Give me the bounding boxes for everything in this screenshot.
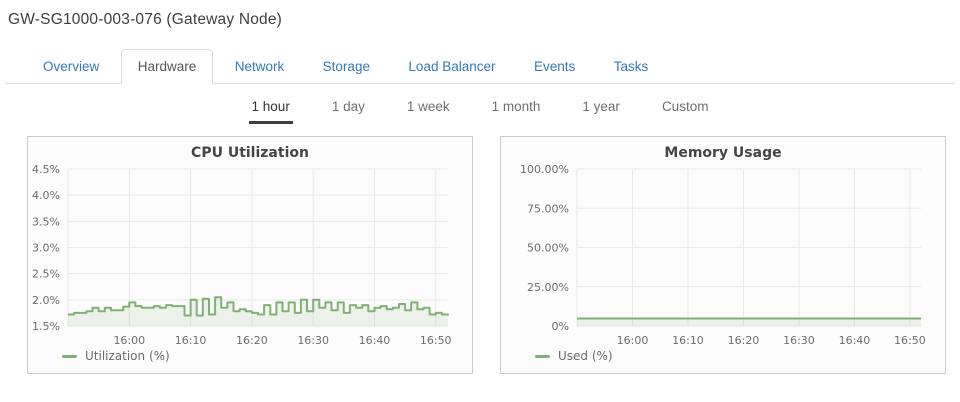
range-1-week[interactable]: 1 week [406,99,450,114]
svg-text:0%: 0% [552,320,569,333]
svg-text:50.00%: 50.00% [527,242,569,255]
svg-text:2.5%: 2.5% [32,268,60,281]
utilization-legend-label: Utilization (%) [85,349,170,363]
page-title: GW-SG1000-003-076 (Gateway Node) [8,11,283,28]
svg-text:16:40: 16:40 [359,334,391,347]
svg-text:16:00: 16:00 [113,334,145,347]
charts-row: CPU Utilization 4.5% 4.0% 3.5% 3.0% 2.5% 2.0%… [27,136,960,374]
svg-text:16:30: 16:30 [297,334,329,347]
tab-hardware[interactable]: Hardware [120,49,214,84]
tab-overview[interactable]: Overview [43,59,100,74]
cpu-utilization-chart: 4.5% 4.0% 3.5% 3.0% 2.5% 2.0% 1.5% 16:00 16:10 16… [32,163,452,347]
tab-storage[interactable]: Storage [322,59,370,74]
tab-network[interactable]: Network [234,59,285,74]
tab-load-balancer[interactable]: Load Balancer [408,59,496,74]
range-custom[interactable]: Custom [661,99,709,114]
svg-text:16:10: 16:10 [672,334,704,347]
memory-chart-legend: Used (%) [501,349,945,363]
memory-chart-title: Memory Usage [664,145,782,161]
tab-events[interactable]: Events [533,59,576,74]
svg-text:16:20: 16:20 [728,334,760,347]
used-legend-label: Used (%) [558,349,613,363]
svg-text:16:50: 16:50 [420,334,452,347]
svg-text:16:40: 16:40 [839,334,871,347]
memory-usage-panel: Memory Usage 100.00% 75.00% 50.00% 25.00% 0%… [500,136,946,374]
time-range-selector: 1 hour 1 day 1 week 1 month 1 year Custo… [0,97,960,124]
range-1-day[interactable]: 1 day [331,99,365,114]
svg-text:16:30: 16:30 [783,334,815,347]
tab-tasks[interactable]: Tasks [613,59,649,74]
cpu-utilization-panel: CPU Utilization 4.5% 4.0% 3.5% 3.0% 2.5% 2.0%… [27,136,473,374]
svg-text:25.00%: 25.00% [527,281,569,294]
range-1-month[interactable]: 1 month [491,99,541,114]
svg-text:4.5%: 4.5% [32,163,60,176]
range-1-hour[interactable]: 1 hour [248,97,293,124]
svg-text:16:20: 16:20 [236,334,268,347]
cpu-chart-legend: Utilization (%) [28,349,472,363]
svg-text:1.5%: 1.5% [32,320,60,333]
svg-text:2.0%: 2.0% [32,294,60,307]
utilization-legend-swatch [62,354,77,358]
svg-text:3.0%: 3.0% [32,242,60,255]
svg-text:4.0%: 4.0% [32,189,60,202]
svg-text:3.5%: 3.5% [32,215,60,228]
svg-text:100.00%: 100.00% [520,163,569,176]
svg-text:16:00: 16:00 [617,334,649,347]
svg-text:16:10: 16:10 [175,334,207,347]
tab-bar: Overview Hardware Network Storage Load B… [5,49,955,84]
cpu-chart-title: CPU Utilization [191,145,309,161]
svg-text:75.00%: 75.00% [527,202,569,215]
used-legend-swatch [535,354,550,358]
memory-usage-chart: 100.00% 75.00% 50.00% 25.00% 0% 16:00 16:10 16:… [520,163,926,347]
range-1-year[interactable]: 1 year [582,99,620,114]
svg-text:16:50: 16:50 [894,334,926,347]
